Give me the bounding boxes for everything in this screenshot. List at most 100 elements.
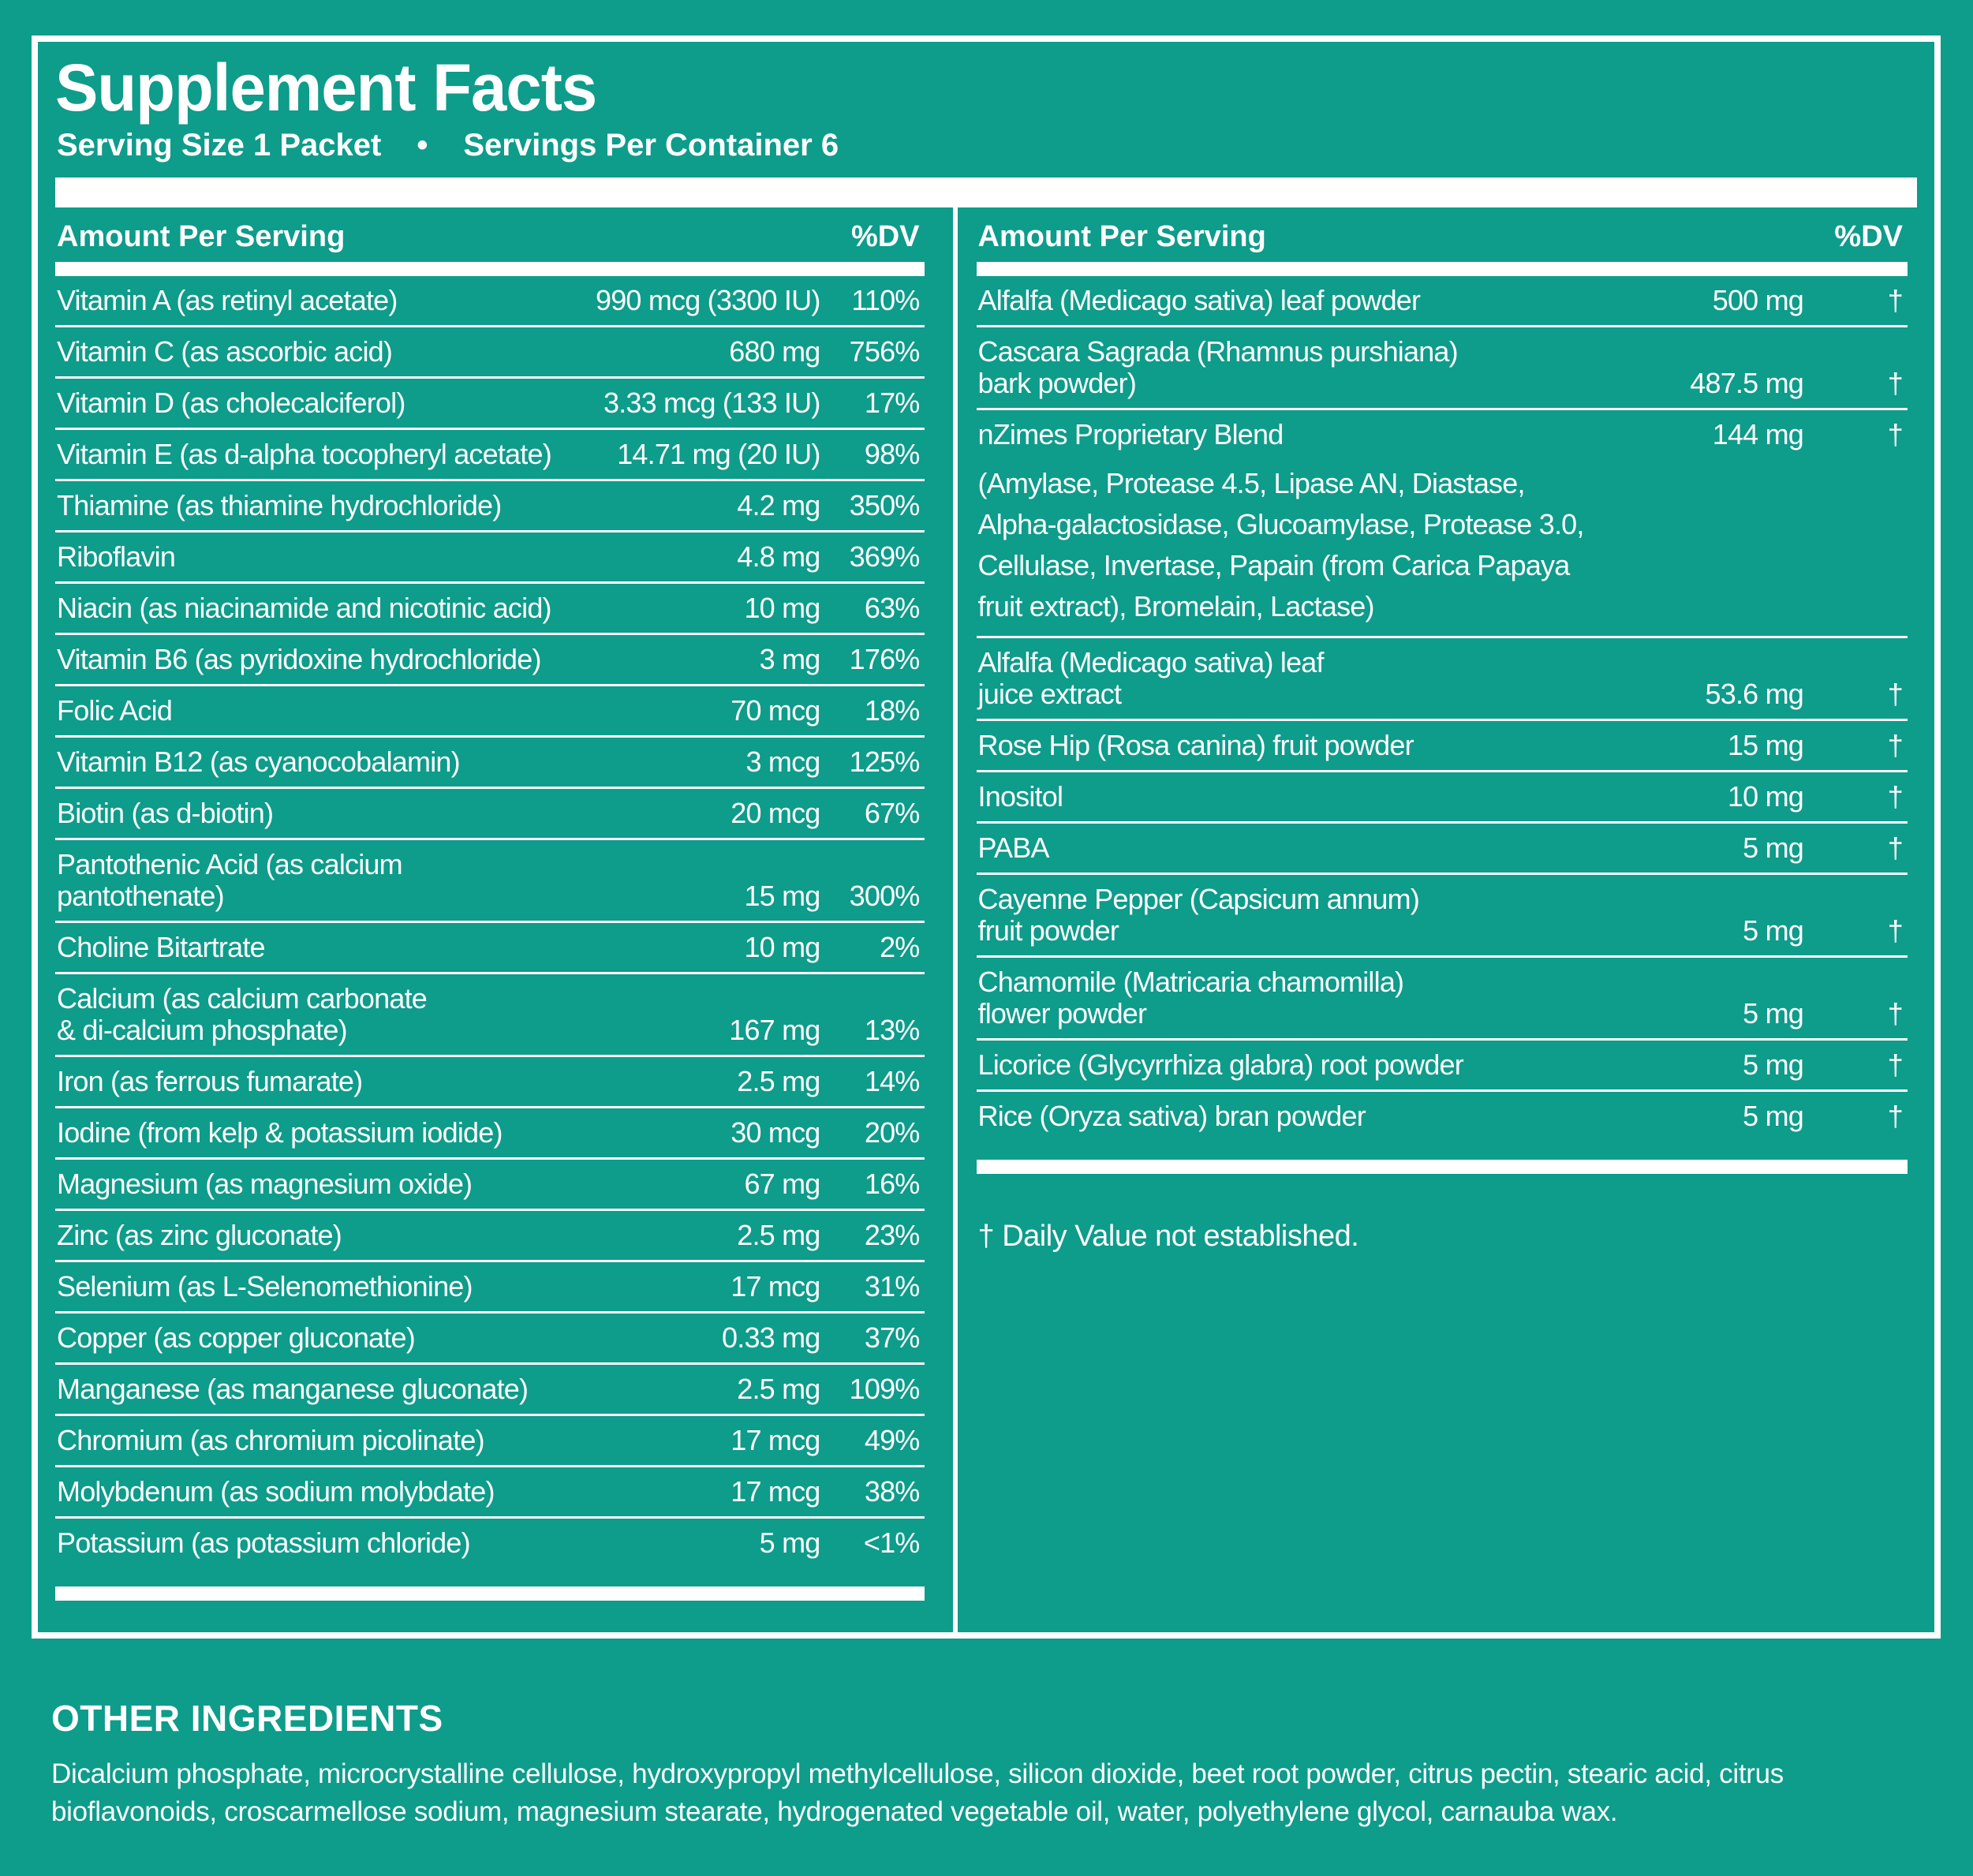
ingredient-amount: 990 mcg (3300 IU) <box>595 284 820 316</box>
table-row-main: Vitamin E (as d-alpha tocopheryl acetate… <box>57 439 925 470</box>
table-row-main: Cascara Sagrada (Rhamnus purshiana) bark… <box>978 336 1908 399</box>
table-row-main: Zinc (as zinc gluconate) 2.5 mg 23% <box>57 1220 925 1251</box>
table-row: Cayenne Pepper (Capsicum annum) fruit po… <box>976 875 1908 958</box>
table-row: Cascara Sagrada (Rhamnus purshiana) bark… <box>976 327 1908 410</box>
ingredient-amount: 10 mg <box>744 592 820 624</box>
table-row-main: Pantothenic Acid (as calcium pantothenat… <box>57 849 925 912</box>
ingredient-amount: 20 mcg <box>731 797 820 829</box>
serving-info: Serving Size 1 Packet • Servings Per Con… <box>57 127 1917 163</box>
servings-per-container-label: Servings Per Container 6 <box>463 128 839 163</box>
other-ingredients-heading: OTHER INGREDIENTS <box>51 1698 443 1739</box>
ingredient-amount: 17 mcg <box>731 1475 820 1508</box>
right-column: Amount Per Serving %DV Alfalfa (Medicago… <box>958 207 1917 1632</box>
table-row: Choline Bitartrate 10 mg 2% <box>55 923 925 974</box>
ingredient-name: Iodine (from kelp & potassium iodide) <box>57 1116 503 1149</box>
ingredient-amount: 10 mg <box>1727 780 1804 813</box>
ingredient-dv: 23% <box>864 1219 920 1251</box>
ingredient-dv: 300% <box>849 880 921 912</box>
ingredient-dv: † <box>1887 914 1904 947</box>
ingredient-amount: 15 mg <box>744 880 820 912</box>
ingredient-dv: † <box>1887 678 1904 710</box>
table-row: Riboflavin 4.8 mg 369% <box>55 533 925 584</box>
ingredient-dv: † <box>1887 1048 1904 1081</box>
ingredient-dv: 49% <box>864 1424 920 1456</box>
ingredient-amount: 5 mg <box>1743 1100 1804 1132</box>
table-row-main: Magnesium (as magnesium oxide) 67 mg 16% <box>57 1168 925 1200</box>
ingredient-dv: 98% <box>864 438 920 470</box>
ingredient-amount: 5 mg <box>1743 914 1804 947</box>
ingredient-name: Rice (Oryza sativa) bran powder <box>977 1100 1366 1132</box>
table-row: Rose Hip (Rosa canina) fruit powder 15 m… <box>976 721 1908 772</box>
ingredient-dv: 350% <box>849 489 921 521</box>
ingredient-dv: 125% <box>849 746 921 778</box>
table-row: Iodine (from kelp & potassium iodide) 30… <box>55 1108 925 1160</box>
daily-value-footnote: † Daily Value not established. <box>977 1220 1359 1253</box>
ingredient-dv: † <box>1887 997 1904 1030</box>
ingredient-amount: 144 mg <box>1712 418 1804 450</box>
right-column-header: Amount Per Serving %DV <box>977 207 1908 262</box>
ingredient-amount: 10 mg <box>744 931 820 963</box>
ingredient-name: Licorice (Glycyrrhiza glabra) root powde… <box>977 1048 1464 1081</box>
ingredient-amount: 15 mg <box>1727 729 1804 761</box>
ingredient-amount: 2.5 mg <box>737 1219 820 1251</box>
dv-header: %DV <box>850 220 920 253</box>
table-row-main: Folic Acid 70 mcg 18% <box>57 695 925 727</box>
ingredient-amount: 500 mg <box>1712 284 1804 316</box>
ingredient-name: Inositol <box>977 780 1063 813</box>
ingredient-dv: † <box>1887 284 1904 316</box>
top-divider-bar <box>55 178 1917 207</box>
table-row-main: Rose Hip (Rosa canina) fruit powder 15 m… <box>978 730 1908 761</box>
supplement-facts-panel: Supplement Facts Serving Size 1 Packet •… <box>32 36 1941 1639</box>
ingredient-dv: 13% <box>864 1014 920 1046</box>
table-row: Alfalfa (Medicago sativa) leaf powder 50… <box>976 276 1908 327</box>
ingredient-name: Potassium (as potassium chloride) <box>57 1527 471 1559</box>
ingredient-dv: 756% <box>849 335 921 368</box>
table-row-main: Copper (as copper gluconate) 0.33 mg 37% <box>57 1322 925 1354</box>
table-row-main: Selenium (as L-Selenomethionine) 17 mcg … <box>57 1271 925 1302</box>
table-row: Selenium (as L-Selenomethionine) 17 mcg … <box>55 1262 925 1314</box>
ingredient-detail: (Amylase, Protease 4.5, Lipase AN, Diast… <box>977 467 1585 622</box>
table-row: Inositol 10 mg † <box>976 772 1908 824</box>
ingredient-dv: 37% <box>864 1321 920 1354</box>
ingredient-amount: 3 mg <box>759 643 821 675</box>
ingredient-amount: 487.5 mg <box>1690 367 1804 399</box>
table-row: Vitamin E (as d-alpha tocopheryl acetate… <box>55 430 925 481</box>
table-row: nZimes Proprietary Blend 144 mg † (Amyla… <box>976 410 1908 638</box>
ingredient-amount: 3.33 mcg (133 IU) <box>603 387 820 419</box>
table-row-main: Alfalfa (Medicago sativa) leaf powder 50… <box>978 285 1908 316</box>
table-row: Biotin (as d-biotin) 20 mcg 67% <box>55 789 925 840</box>
right-rows: Alfalfa (Medicago sativa) leaf powder 50… <box>976 276 1908 1141</box>
dv-header: %DV <box>1834 220 1903 253</box>
ingredient-amount: 167 mg <box>729 1014 820 1046</box>
ingredient-name: Cayenne Pepper (Capsicum annum) fruit po… <box>977 883 1420 947</box>
table-row-main: Inositol 10 mg † <box>978 781 1908 813</box>
ingredient-dv: 110% <box>851 284 920 316</box>
ingredient-name: Vitamin A (as retinyl acetate) <box>57 284 398 316</box>
ingredient-name: PABA <box>977 831 1050 864</box>
ingredients-columns: Amount Per Serving %DV Vitamin A (as ret… <box>55 207 1917 1632</box>
table-row: Folic Acid 70 mcg 18% <box>55 686 925 738</box>
ingredient-name: Zinc (as zinc gluconate) <box>57 1219 342 1251</box>
serving-size-label: Serving Size 1 Packet <box>57 128 382 163</box>
table-row: Vitamin A (as retinyl acetate) 990 mcg (… <box>55 276 925 327</box>
table-row: Potassium (as potassium chloride) 5 mg <… <box>55 1519 925 1568</box>
ingredient-amount: 3 mcg <box>745 746 820 778</box>
table-row-main: PABA 5 mg † <box>978 832 1908 864</box>
ingredient-name: Calcium (as calcium carbonate & di-calci… <box>57 982 428 1046</box>
other-ingredients-text: Dicalcium phosphate, microcrystalline ce… <box>51 1758 1784 1827</box>
table-row-main: Vitamin A (as retinyl acetate) 990 mcg (… <box>57 285 925 316</box>
table-row-main: Potassium (as potassium chloride) 5 mg <… <box>57 1527 925 1559</box>
ingredient-amount: 5 mg <box>1743 997 1804 1030</box>
ingredient-amount: 2.5 mg <box>737 1373 820 1405</box>
ingredient-name: Vitamin B12 (as cyanocobalamin) <box>57 746 461 778</box>
ingredient-dv: 109% <box>849 1373 921 1405</box>
table-row-main: Chromium (as chromium picolinate) 17 mcg… <box>57 1425 925 1456</box>
ingredient-name: Alfalfa (Medicago sativa) leaf juice ext… <box>977 646 1325 710</box>
ingredient-name: Chamomile (Matricaria chamomilla) flower… <box>977 966 1405 1030</box>
table-row-main: Choline Bitartrate 10 mg 2% <box>57 932 925 963</box>
ingredient-amount: 4.8 mg <box>737 540 820 573</box>
ingredient-dv: † <box>1887 780 1904 813</box>
ingredient-dv: 176% <box>849 643 921 675</box>
ingredient-name: Magnesium (as magnesium oxide) <box>57 1168 473 1200</box>
ingredient-name: Copper (as copper gluconate) <box>57 1321 416 1354</box>
